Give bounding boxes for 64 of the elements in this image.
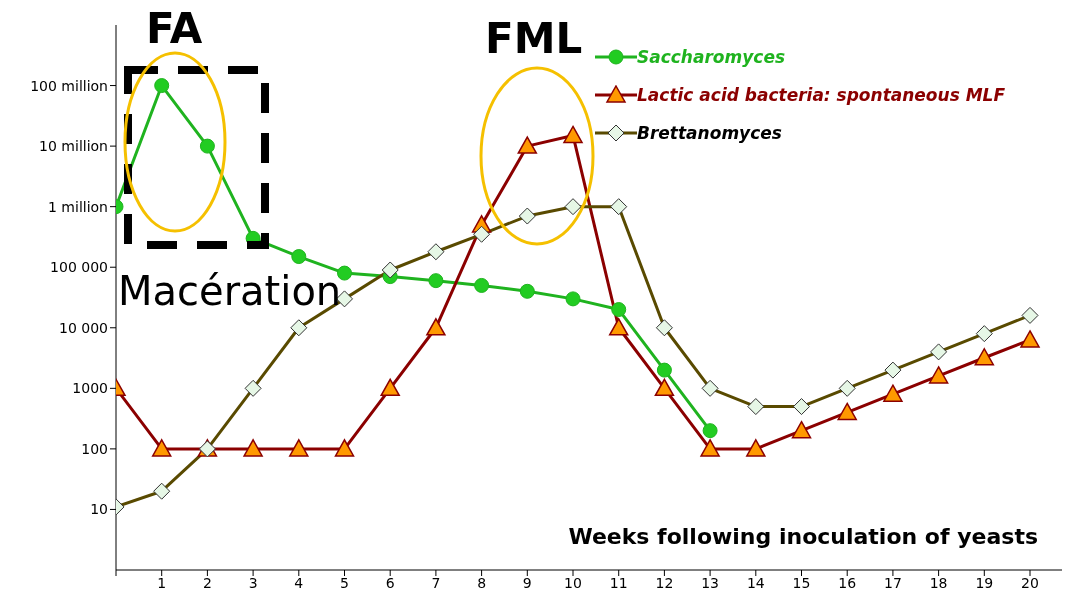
x-tick-label: 8 [477,574,487,591]
x-tick-label: 15 [792,574,811,591]
point [791,420,812,439]
point [474,277,490,293]
point [928,366,949,384]
x-tick-label: 18 [929,574,948,591]
point [289,439,309,457]
x-axis-title: Weeks following inoculation of yeasts [568,524,1038,549]
x-tick-label: 4 [294,574,304,591]
y-tick-label: 10 [90,501,108,518]
x-tick-label: 9 [522,574,532,591]
annotation: FA [146,4,203,53]
point [608,318,629,336]
y-tick-label: 1000 [72,380,108,397]
y-tick-label: 10 000 [59,319,108,336]
point [337,265,352,281]
x-tick-label: 12 [655,574,674,591]
y-tick-label: 10 million [39,138,108,155]
point [519,283,535,299]
point [243,439,263,457]
legend-label: Lactic acid bacteria: spontaneous MLF [637,85,1006,105]
point [334,439,355,457]
x-tick-label: 17 [883,574,902,591]
point [700,439,720,457]
x-tick-label: 1 [157,574,167,591]
point [611,302,627,318]
point [883,384,903,402]
point [1020,330,1040,348]
x-tick-label: 10 [564,574,582,591]
x-tick-label: 5 [340,574,349,591]
x-tick-label: 14 [746,574,765,591]
point [428,273,444,289]
x-tick-label: 20 [1021,574,1039,591]
point [654,378,675,397]
point [563,125,583,144]
point [199,138,215,154]
x-tick-label: 16 [838,574,857,591]
point [517,136,538,154]
x-tick-label: 3 [248,574,258,591]
annotation: FML [485,14,583,63]
point [426,318,446,336]
y-tick-label: 100 [81,440,108,457]
x-tick-label: 2 [202,574,212,591]
x-tick-label: 13 [701,574,720,591]
point [291,249,307,265]
legend-label: Saccharomyces [637,47,786,67]
point [746,439,766,457]
x-tick-label: 6 [385,574,395,591]
x-tick-label: 11 [609,574,628,591]
point [380,378,400,397]
point [656,362,672,378]
y-tick-label: 100 million [30,77,108,94]
x-tick-label: 19 [975,574,994,591]
point [837,402,857,421]
point [154,78,170,94]
point [565,291,581,307]
point [702,423,718,439]
y-tick-label: 100 000 [50,259,108,276]
y-tick-label: 1 million [48,198,108,215]
point [151,439,172,457]
annotation: Macération [118,268,342,314]
legend-label: Brettanomyces [637,123,782,143]
x-tick-label: 7 [431,574,441,591]
point [974,347,995,366]
